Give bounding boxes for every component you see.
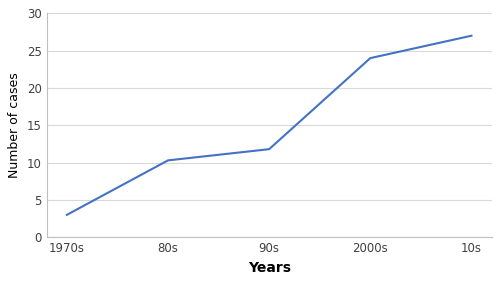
X-axis label: Years: Years bbox=[248, 261, 290, 275]
Y-axis label: Number of cases: Number of cases bbox=[8, 72, 22, 178]
